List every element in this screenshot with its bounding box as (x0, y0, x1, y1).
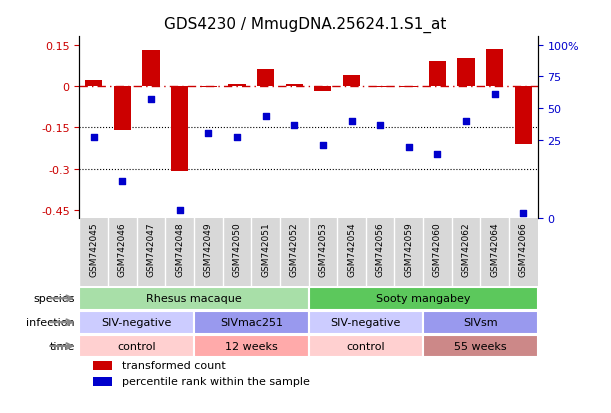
Text: GSM742045: GSM742045 (89, 222, 98, 276)
Bar (423, 335, 538, 358)
Bar (93, 377, 112, 386)
Text: 55 weeks: 55 weeks (454, 341, 507, 351)
Text: GSM742050: GSM742050 (232, 222, 241, 277)
Point (175, 207, 185, 214)
Bar (194, 335, 309, 358)
Bar (257, 70, 274, 87)
Bar (79, 311, 194, 334)
Text: species: species (34, 294, 75, 304)
Text: SIVsm: SIVsm (463, 317, 498, 328)
Text: GSM742053: GSM742053 (318, 222, 327, 277)
Text: GSM742054: GSM742054 (347, 222, 356, 276)
Bar (142, 51, 159, 87)
Point (375, 122, 385, 128)
Bar (371, 87, 389, 88)
Text: GSM742056: GSM742056 (376, 222, 385, 277)
Text: SIVmac251: SIVmac251 (220, 317, 283, 328)
Text: time: time (49, 341, 75, 351)
Bar (171, 87, 188, 172)
Point (290, 122, 299, 128)
Bar (423, 311, 538, 334)
Bar (200, 87, 217, 88)
Bar (309, 311, 423, 334)
Bar (309, 287, 538, 310)
Point (404, 144, 414, 151)
Point (519, 210, 529, 217)
Text: SIV-negative: SIV-negative (331, 317, 401, 328)
Bar (458, 59, 475, 87)
Bar (429, 62, 446, 87)
Text: GSM742066: GSM742066 (519, 222, 528, 277)
Text: GSM742048: GSM742048 (175, 222, 184, 276)
Bar (514, 87, 532, 145)
Text: GSM742046: GSM742046 (118, 222, 127, 276)
Bar (285, 85, 303, 87)
Bar (114, 87, 131, 131)
Text: percentile rank within the sample: percentile rank within the sample (122, 377, 309, 387)
Point (261, 114, 271, 120)
Text: control: control (117, 341, 156, 351)
Bar (85, 81, 103, 87)
Point (346, 119, 356, 125)
Point (117, 178, 127, 185)
Text: GDS4230 / MmugDNA.25624.1.S1_at: GDS4230 / MmugDNA.25624.1.S1_at (164, 17, 447, 33)
Text: GSM742060: GSM742060 (433, 222, 442, 277)
Point (490, 92, 500, 98)
Bar (309, 335, 423, 358)
Text: GSM742047: GSM742047 (147, 222, 156, 276)
Text: GSM742064: GSM742064 (490, 222, 499, 276)
Text: GSM742059: GSM742059 (404, 222, 413, 277)
Point (232, 134, 242, 140)
Bar (229, 85, 246, 87)
Bar (314, 87, 331, 92)
Point (433, 151, 442, 157)
Text: GSM742052: GSM742052 (290, 222, 299, 276)
Bar (79, 335, 194, 358)
Bar (486, 50, 503, 87)
Text: GSM742062: GSM742062 (461, 222, 470, 276)
Text: GSM742051: GSM742051 (261, 222, 270, 277)
Text: infection: infection (26, 317, 75, 328)
Point (89, 134, 98, 140)
Point (461, 119, 471, 125)
Text: Rhesus macaque: Rhesus macaque (146, 294, 242, 304)
Bar (93, 361, 112, 370)
Bar (194, 311, 309, 334)
Text: GSM742049: GSM742049 (204, 222, 213, 276)
Point (318, 142, 327, 149)
Text: SIV-negative: SIV-negative (101, 317, 172, 328)
Text: Sooty mangabey: Sooty mangabey (376, 294, 470, 304)
Text: transformed count: transformed count (122, 360, 225, 370)
Text: 12 weeks: 12 weeks (225, 341, 277, 351)
Point (203, 131, 213, 137)
Text: control: control (346, 341, 385, 351)
Bar (400, 87, 417, 88)
Bar (79, 287, 309, 310)
Point (146, 97, 156, 103)
Bar (343, 76, 360, 87)
